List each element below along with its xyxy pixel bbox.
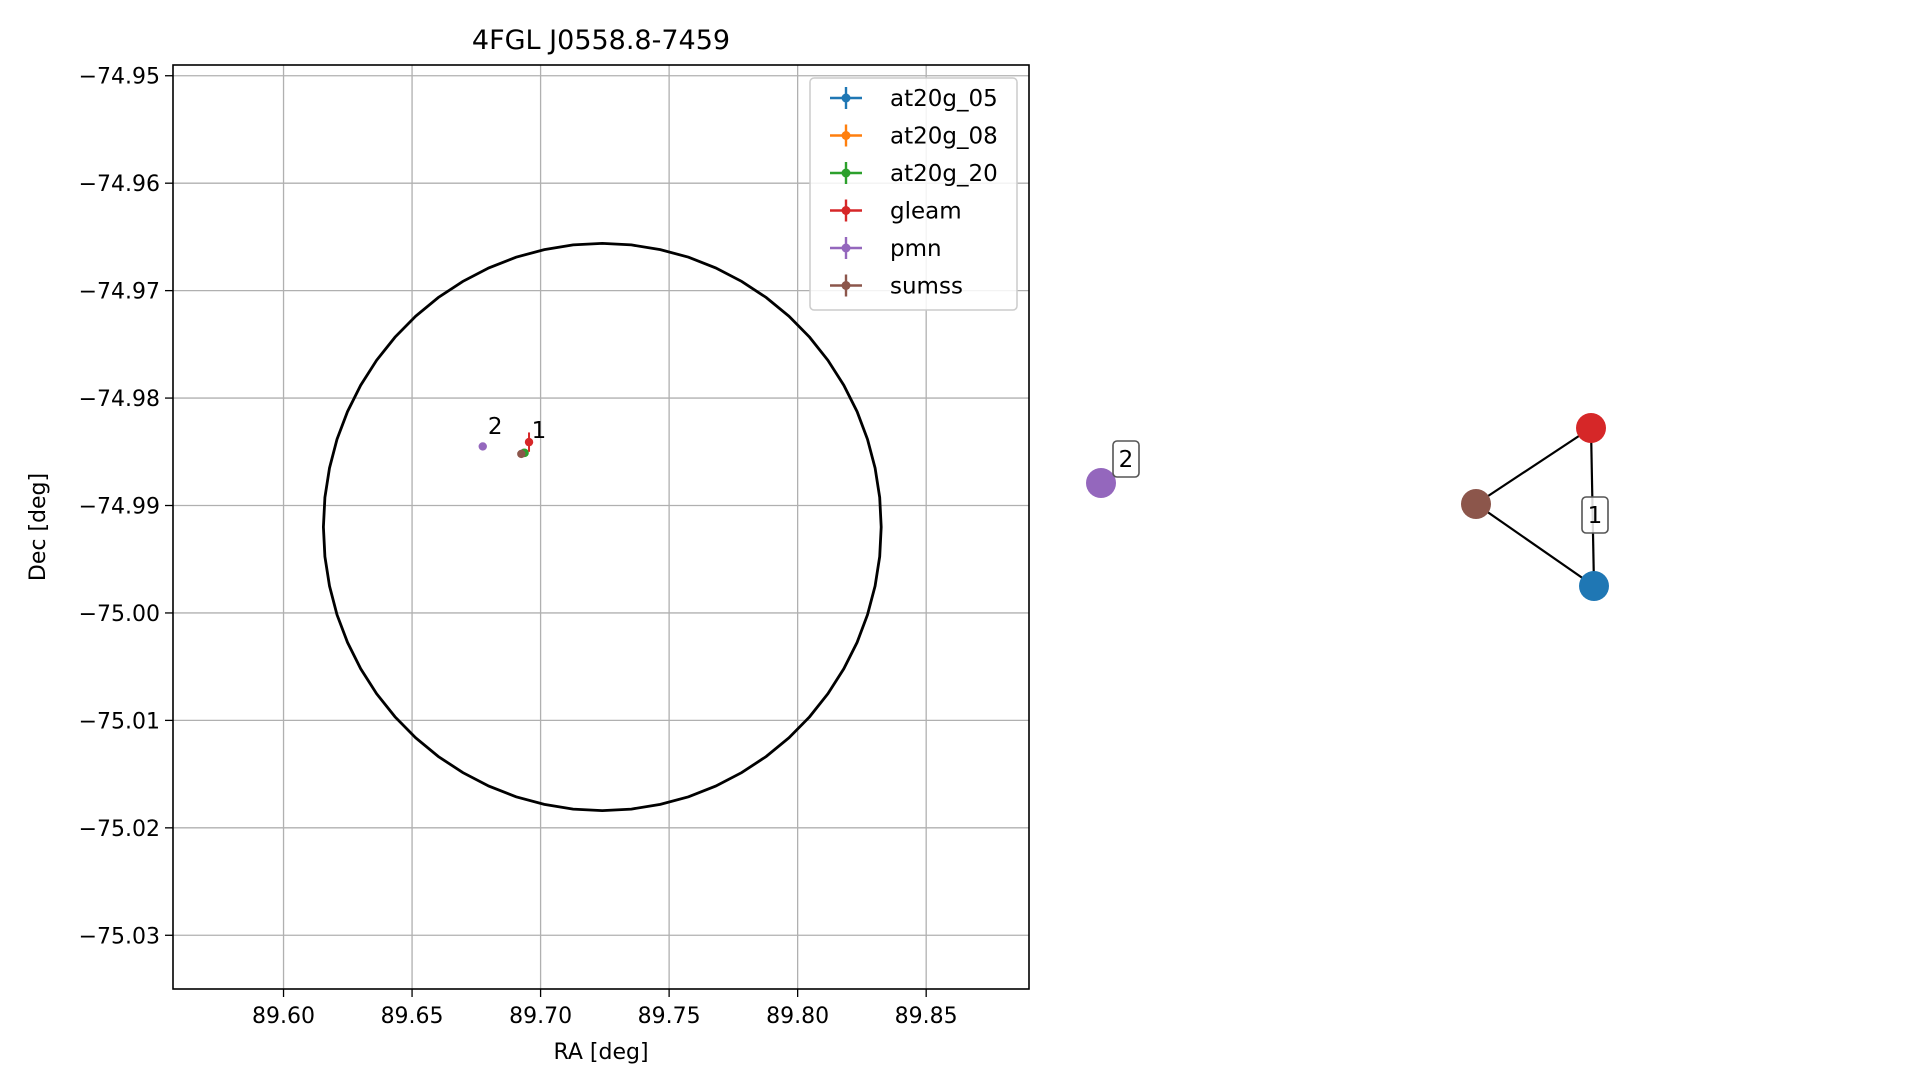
point-marker <box>517 449 526 459</box>
edge-sumss-gleam <box>1475 427 1592 505</box>
legend-marker <box>841 206 851 215</box>
graph-nodes <box>1086 413 1609 601</box>
legend-label: at20g_08 <box>890 124 998 150</box>
x-axis-label: RA [deg] <box>553 1040 648 1065</box>
legend-item-at20g_08: at20g_08 <box>830 124 998 150</box>
y-tick-label: −74.95 <box>79 65 160 90</box>
legend-label: pmn <box>890 236 942 262</box>
legend-marker <box>841 93 851 103</box>
node-at20g <box>1579 571 1609 601</box>
point-pmn <box>478 442 487 451</box>
y-tick-label: −74.97 <box>79 280 160 305</box>
point-gleam <box>524 432 534 452</box>
legend-marker <box>841 243 851 253</box>
localization-ellipse-layer <box>321 241 883 813</box>
legend-label: at20g_05 <box>890 86 998 112</box>
x-tick-label: 89.65 <box>381 1004 444 1029</box>
point-marker <box>478 442 487 451</box>
legend-item-pmn: pmn <box>830 236 942 262</box>
x-tick-label: 89.60 <box>252 1004 315 1029</box>
legend-label: gleam <box>890 199 962 225</box>
x-tick-label: 89.75 <box>638 1004 701 1029</box>
x-tick-label: 89.85 <box>895 1004 958 1029</box>
y-tick-label: −75.02 <box>79 817 160 842</box>
legend-item-at20g_20: at20g_20 <box>830 161 998 187</box>
chart-title: 4FGL J0558.8-7459 <box>472 25 730 56</box>
component-label-1: 1 <box>1581 496 1609 534</box>
component-label-text: 1 <box>1588 503 1603 529</box>
localization-ellipse <box>321 241 883 813</box>
legend-marker <box>841 281 851 290</box>
legend-marker <box>841 168 851 178</box>
point-annotation-2: 2 <box>488 414 503 440</box>
component-label-2: 2 <box>1112 440 1140 478</box>
node-sumss <box>1461 489 1491 519</box>
legend-label: at20g_20 <box>890 161 998 187</box>
x-tick-label: 89.70 <box>509 1004 572 1029</box>
y-axis-label: Dec [deg] <box>26 473 51 581</box>
component-label-text: 2 <box>1119 447 1134 473</box>
component-label-box <box>1581 496 1609 534</box>
point-marker <box>524 437 534 447</box>
axes-frame <box>172 64 1030 990</box>
y-tick-label: −75.00 <box>79 602 160 627</box>
axis-ticks: 89.60 89.65 89.70 89.75 89.80 89.85 −74.95 −74.… <box>79 65 958 1029</box>
node-pmn <box>1086 468 1116 498</box>
legend-item-gleam: gleam <box>830 199 962 225</box>
legend-marker <box>841 131 851 140</box>
y-tick-label: −75.03 <box>79 924 160 949</box>
y-tick-label: −74.99 <box>79 495 160 520</box>
node-gleam <box>1576 413 1606 443</box>
grid <box>173 65 1029 989</box>
legend-label: sumss <box>890 274 963 300</box>
y-tick-label: −74.96 <box>79 172 160 197</box>
legend-item-at20g_05: at20g_05 <box>830 86 998 112</box>
point-sumss <box>517 449 526 459</box>
component-labels: 21 <box>1112 440 1609 534</box>
y-tick-label: −74.98 <box>79 387 160 412</box>
edge-sumss-at20g <box>1475 503 1595 587</box>
x-tick-label: 89.80 <box>766 1004 829 1029</box>
y-tick-label: −75.01 <box>79 709 160 734</box>
point-annotation-1: 1 <box>532 418 547 444</box>
association-graph: 21 <box>1086 413 1609 601</box>
legend-item-sumss: sumss <box>830 274 963 300</box>
component-label-box <box>1112 440 1140 478</box>
